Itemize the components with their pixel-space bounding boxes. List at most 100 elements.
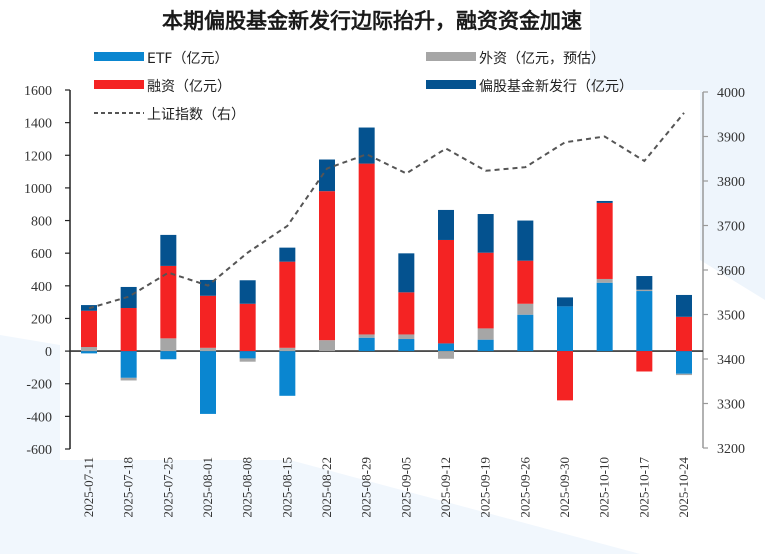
bar-stack [81, 305, 97, 354]
shanghai-index-line [88, 112, 685, 310]
x-axis-tick-label: 2025-08-08 [240, 457, 255, 518]
bar-segment [636, 276, 653, 290]
right-axis-tick-label: 3300 [717, 398, 745, 413]
bar-segment [438, 343, 454, 352]
bar-segment [200, 347, 216, 352]
bar-segment [81, 310, 97, 348]
bar-segment [319, 340, 335, 352]
right-axis-tick-label: 3500 [717, 309, 745, 324]
legend-label: 偏股基金新发行（亿元） [479, 78, 633, 95]
bar-segment [279, 351, 296, 396]
x-axis-labels: 2025-07-11 2025-07-18 2025-07-25 2025-08-01… [81, 457, 691, 518]
bar-stack [398, 253, 415, 352]
bar-stack [517, 220, 534, 352]
left-axis-tick-label: 1000 [24, 182, 52, 197]
bar-segment [239, 303, 256, 352]
bar-segment [398, 339, 415, 352]
left-axis-tick-label: 1200 [24, 149, 52, 164]
bar-segment [438, 209, 454, 240]
bar-segment [160, 265, 177, 339]
legend-swatch [94, 52, 144, 61]
bar-segment [636, 351, 653, 372]
x-axis-tick-label: 2025-10-24 [676, 457, 691, 518]
bar-segment [517, 303, 534, 315]
bar-segment [517, 314, 534, 352]
bar-segment [517, 220, 534, 261]
x-axis-tick-label: 2025-08-15 [279, 457, 294, 518]
bar-segment [596, 278, 613, 283]
x-axis-tick-label: 2025-07-18 [121, 457, 136, 518]
left-axis-tick-label: 1400 [24, 117, 52, 132]
right-axis-tick-label: 3400 [717, 353, 745, 368]
bar-stack [358, 127, 375, 352]
legend-item: 偏股基金新发行（亿元） [426, 78, 633, 95]
left-axis-tick-label: 200 [31, 312, 52, 327]
legend-label: 上证指数（右） [147, 107, 245, 123]
right-axis-tick-label: 3700 [717, 220, 745, 235]
right-axis-tick-label: 4000 [717, 86, 745, 101]
x-axis-tick-label: 2025-09-30 [557, 457, 572, 518]
left-axis-tick-label: -600 [26, 443, 52, 458]
left-axis-tick-label: 1600 [24, 84, 52, 99]
bar-segment [676, 351, 692, 374]
bar-segment [239, 280, 256, 304]
bar-segment [438, 239, 454, 344]
x-axis-tick-label: 2025-08-01 [200, 457, 215, 518]
bar-stack [200, 279, 216, 414]
bar-segment [557, 297, 573, 307]
bar-stack [636, 276, 653, 372]
bar-stack [557, 297, 573, 401]
bar-segment [279, 247, 296, 262]
x-axis-tick-label: 2025-08-29 [359, 457, 374, 518]
left-axis-tick-label: 600 [31, 247, 52, 262]
bar-segment [398, 292, 415, 335]
bar-segment [120, 308, 137, 352]
bar-stack [120, 286, 137, 381]
bar-segment [517, 260, 534, 304]
bar-segment [398, 253, 415, 293]
bar-segment [358, 334, 375, 338]
left-axis-tick-label: -400 [26, 410, 52, 425]
bar-segment [636, 291, 653, 352]
left-axis-tick-label: 400 [31, 280, 52, 295]
bar-stack [319, 159, 335, 352]
bars [81, 127, 692, 414]
x-axis-tick-label: 2025-08-22 [319, 457, 334, 518]
left-axis-tick-label: -200 [26, 378, 52, 393]
bar-segment [319, 159, 335, 192]
bar-segment [120, 351, 137, 378]
chart-title: 本期偏股基金新发行边际抬升，融资资金加速 [162, 9, 582, 33]
bar-stack [438, 209, 454, 359]
legend-label: 融资（亿元） [147, 79, 231, 95]
x-axis-tick-label: 2025-07-25 [160, 457, 175, 518]
right-axis-tick-label: 3600 [717, 264, 745, 279]
legend-item: 外资（亿元，预估） [426, 51, 605, 67]
bar-segment [398, 334, 415, 340]
bar-segment [358, 337, 375, 352]
bar-segment [239, 351, 256, 359]
legend-item: ETF（亿元） [94, 51, 228, 67]
x-axis-tick-label: 2025-09-19 [478, 457, 493, 518]
index-line [88, 112, 685, 310]
bar-segment [676, 316, 692, 352]
right-axis-tick-label: 3200 [717, 442, 745, 457]
x-axis-tick-label: 2025-10-17 [636, 457, 651, 518]
bar-segment [200, 295, 216, 348]
x-axis-tick-label: 2025-10-10 [597, 457, 612, 518]
bar-segment [676, 373, 692, 376]
bar-segment [596, 202, 613, 279]
bar-segment [358, 127, 375, 164]
legend-swatch [426, 52, 476, 61]
bar-segment [596, 282, 613, 352]
bar-segment [557, 351, 573, 401]
bar-stack [160, 234, 177, 360]
bar-segment [160, 351, 177, 360]
bar-stack [477, 214, 494, 352]
x-axis-tick-label: 2025-07-11 [81, 457, 96, 517]
bar-segment [636, 289, 653, 292]
x-axis-tick-label: 2025-09-05 [398, 457, 413, 518]
bar-segment [477, 339, 494, 352]
bar-segment [200, 279, 216, 296]
